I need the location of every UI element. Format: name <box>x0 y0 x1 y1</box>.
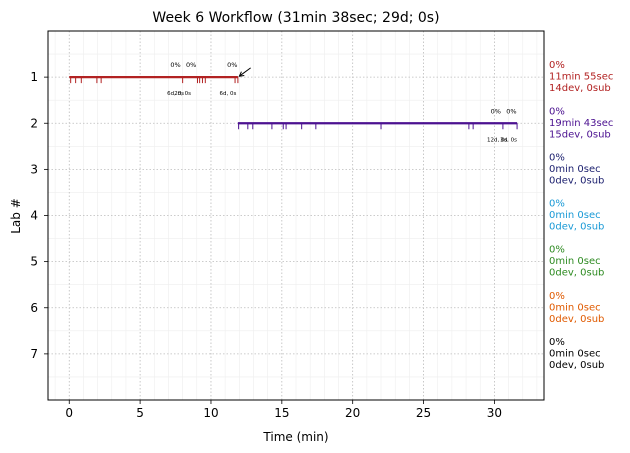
lab-2-pct-label: 0% <box>491 107 501 115</box>
y-tick-label: 1 <box>30 70 38 84</box>
lab-2-side-label: 15dev, 0sub <box>549 129 611 140</box>
lab-4-side-label: 0% <box>549 199 565 210</box>
lab-7-side-label: 0min 0sec <box>549 348 601 359</box>
lab-2-sub-label: 12d, 0s <box>487 137 507 143</box>
x-tick-label: 30 <box>487 406 502 420</box>
annotation-arrow-head <box>238 71 245 77</box>
lab-1-pct-label: 0% <box>170 61 180 69</box>
lab-6-side-label: 0% <box>549 291 565 302</box>
lab-3-side-label: 0min 0sec <box>549 164 601 175</box>
lab-6-side-label: 0dev, 0sub <box>549 314 604 325</box>
lab-2-pct-label: 0% <box>506 107 516 115</box>
lab-1-sub-label: 6d, 0s <box>220 91 237 97</box>
lab-5-side-label: 0min 0sec <box>549 256 601 267</box>
lab-4-side-label: 0dev, 0sub <box>549 222 604 233</box>
y-tick-label: 6 <box>30 301 38 315</box>
lab-1-pct-label: 0% <box>186 61 196 69</box>
chart-title: Week 6 Workflow (31min 38sec; 29d; 0s) <box>152 10 439 26</box>
lab-4-side-label: 0min 0sec <box>549 210 601 221</box>
plot-frame <box>47 30 545 401</box>
annotation-arrow-line <box>239 67 251 77</box>
lab-7-side-label: 0% <box>549 337 565 348</box>
x-tick-label: 5 <box>136 406 144 420</box>
lab-1-side-label: 11min 55sec <box>549 72 613 83</box>
lab-1-pct-label: 0% <box>227 61 237 69</box>
lab-2-side-label: 19min 43sec <box>549 118 613 129</box>
x-tick-label: 25 <box>416 406 431 420</box>
y-tick-label: 4 <box>30 209 38 223</box>
x-axis-label: Time (min) <box>262 430 328 444</box>
y-tick-label: 7 <box>30 347 38 361</box>
minor-grid <box>48 31 544 400</box>
y-tick-label: 3 <box>30 162 38 176</box>
lab-1-sub-label: 6d, 0s <box>167 91 184 97</box>
y-axis-label: Lab # <box>9 198 23 234</box>
lab-1-sub-label: 2d, 0s <box>174 91 191 97</box>
y-tick-label: 5 <box>30 255 38 269</box>
lab-1-side-label: 0% <box>549 60 565 71</box>
lab-3-side-label: 0dev, 0sub <box>549 175 604 186</box>
lab-3-side-label: 0% <box>549 152 565 163</box>
lab-6-side-label: 0min 0sec <box>549 302 601 313</box>
x-tick-label: 20 <box>345 406 360 420</box>
lab-5-side-label: 0% <box>549 245 565 256</box>
x-tick-label: 15 <box>274 406 289 420</box>
lab-2-side-label: 0% <box>549 106 565 117</box>
lab-7-side-label: 0dev, 0sub <box>549 360 604 371</box>
y-tick-label: 2 <box>30 116 38 130</box>
lab-5-side-label: 0dev, 0sub <box>549 268 604 279</box>
x-tick-label: 10 <box>203 406 218 420</box>
axes-layer: 0 5 10 15 20 25 30 1 2 3 4 5 6 7 <box>30 30 545 420</box>
lab-1-side-label: 14dev, 0sub <box>549 83 611 94</box>
x-tick-label: 0 <box>65 406 73 420</box>
lab-2-sub-label: 3d, 0s <box>500 137 517 143</box>
